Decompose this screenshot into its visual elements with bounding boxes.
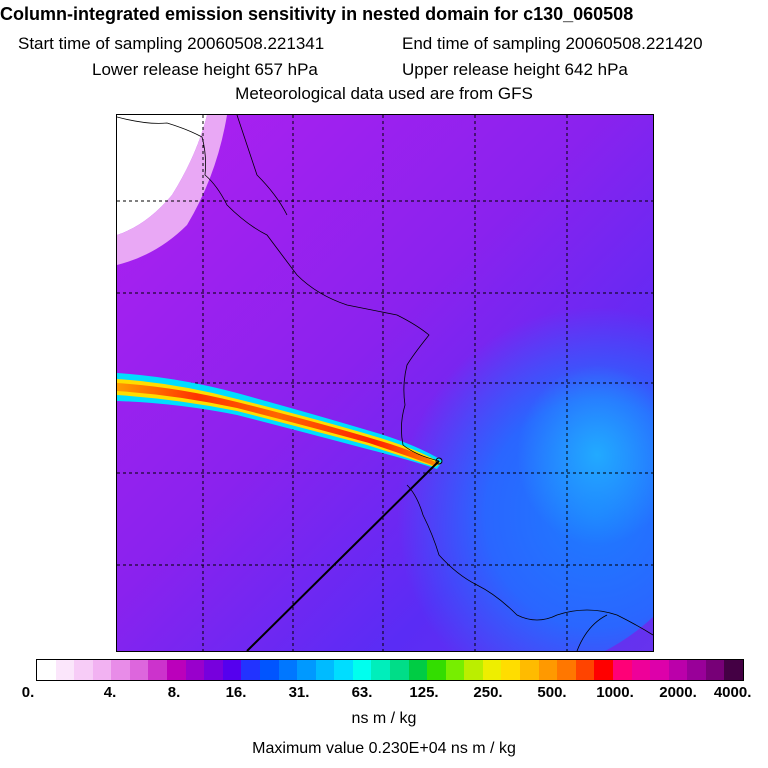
colorbar-swatch xyxy=(185,660,205,680)
sensitivity-map xyxy=(116,114,654,652)
map-canvas xyxy=(117,115,653,651)
colorbar-tick-label: 31. xyxy=(288,684,310,701)
colorbar-swatch xyxy=(222,660,242,680)
colorbar-swatch xyxy=(464,660,483,680)
colorbar-swatch xyxy=(520,660,539,680)
colorbar-swatch xyxy=(557,660,576,680)
met-data-label: Meteorological data used are from GFS xyxy=(235,84,533,103)
colorbar-swatch xyxy=(724,660,743,680)
colorbar-swatch xyxy=(612,660,632,680)
plume-middle xyxy=(117,379,441,467)
colorbar-swatch xyxy=(650,660,669,680)
colorbar-tick-label: 8. xyxy=(167,684,181,701)
coastlines xyxy=(117,115,653,651)
colorbar-swatch xyxy=(687,660,706,680)
colorbar-swatch xyxy=(427,660,446,680)
colorbar-tick-label: 16. xyxy=(225,684,247,701)
colorbar-swatch xyxy=(37,660,56,680)
colorbar-tick-label: 500. xyxy=(537,684,567,701)
flight-track-line xyxy=(246,460,440,651)
colorbar-swatch xyxy=(705,660,725,680)
colorbar-swatch xyxy=(334,660,353,680)
colorbar-swatch xyxy=(668,660,688,680)
colorbar-tick-label: 63. xyxy=(351,684,373,701)
colorbar-swatch xyxy=(315,660,335,680)
colorbar-swatch xyxy=(167,660,186,680)
colorbar-swatch xyxy=(204,660,223,680)
colorbar-swatch xyxy=(74,660,93,680)
colorbar-tick-label: 4. xyxy=(103,684,117,701)
grid-lines xyxy=(117,115,653,651)
colorbar-swatch xyxy=(482,660,502,680)
maximum-value-label: Maximum value 0.230E+04 ns m / kg xyxy=(252,740,516,757)
colorbar-tick-label: 250. xyxy=(473,684,503,701)
colorbar-swatch xyxy=(501,660,521,680)
colorbar-swatch xyxy=(259,660,279,680)
light-pink-region xyxy=(117,115,227,265)
colorbar-tick-label: 125. xyxy=(409,684,439,701)
colorbar-swatch xyxy=(111,660,130,680)
colorbar-swatch xyxy=(241,660,260,680)
colorbar-swatch xyxy=(148,660,168,680)
colorbar-swatch xyxy=(445,660,465,680)
colorbar-swatch xyxy=(55,660,75,680)
plot-title: Column-integrated emission sensitivity i… xyxy=(0,4,634,24)
low-sensitivity-region xyxy=(117,115,207,235)
colorbar-swatch xyxy=(408,660,428,680)
colorbar-tick-label: 1000. xyxy=(596,684,634,701)
colorbar-swatch xyxy=(297,660,316,680)
light-blue-region xyxy=(517,365,653,545)
colorbar-swatch xyxy=(371,660,390,680)
colorbar-swatch xyxy=(352,660,372,680)
blue-sensitivity-region xyxy=(287,215,653,651)
colorbar-swatch xyxy=(631,660,651,680)
end-time-label: End time of sampling 20060508.221420 xyxy=(402,34,703,53)
colorbar-tick-label: 0. xyxy=(21,684,35,701)
colorbar-tick-label: 4000. xyxy=(713,684,752,701)
release-point-marker xyxy=(435,457,443,465)
colorbar-swatch xyxy=(538,660,558,680)
colorbar-swatch xyxy=(129,660,149,680)
start-time-label: Start time of sampling 20060508.221341 xyxy=(18,34,325,53)
colorbar-tick-label: 2000. xyxy=(659,684,697,701)
plume-core xyxy=(117,383,439,466)
colorbar-swatch xyxy=(575,660,595,680)
colorbar-swatch xyxy=(594,660,613,680)
upper-height-label: Upper release height 642 hPa xyxy=(402,60,628,79)
lower-height-label: Lower release height 657 hPa xyxy=(92,60,318,79)
colorbar-swatch xyxy=(389,660,409,680)
colorbar xyxy=(36,659,744,681)
colorbar-swatch xyxy=(92,660,112,680)
colorbar-units: ns m / kg xyxy=(351,710,417,727)
colorbar-swatch xyxy=(278,660,298,680)
